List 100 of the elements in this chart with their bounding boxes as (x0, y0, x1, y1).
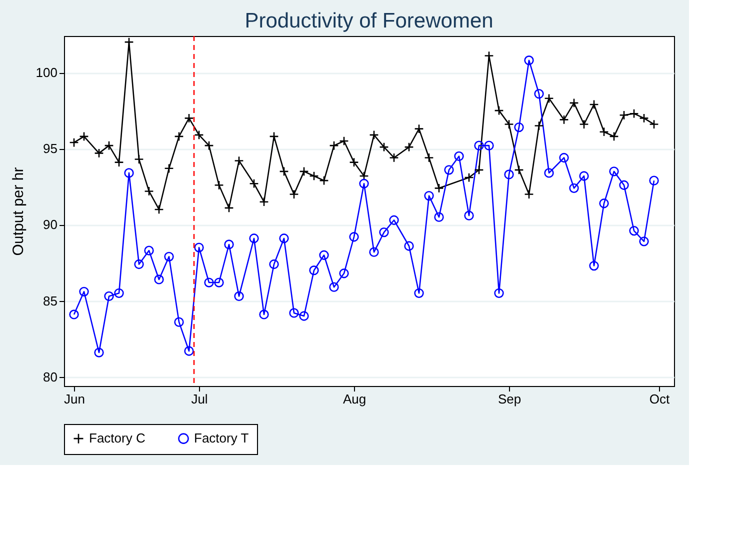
point (124, 168, 134, 178)
point (214, 180, 224, 190)
legend-label: Factory T (194, 430, 249, 446)
y-tick-label: 95 (43, 141, 58, 156)
point (639, 113, 649, 124)
point (249, 178, 259, 188)
point (104, 291, 114, 302)
point (134, 259, 144, 270)
point (349, 157, 359, 168)
point (619, 180, 629, 190)
point (514, 122, 524, 132)
point (524, 56, 534, 66)
point (389, 152, 399, 163)
point (279, 234, 289, 244)
point (309, 171, 319, 181)
y-tick-label: 85 (43, 293, 58, 308)
point (289, 189, 299, 200)
point (144, 246, 154, 256)
point (579, 171, 589, 181)
chart-title: Productivity of Forewomen (244, 9, 494, 32)
point (629, 108, 639, 118)
point (444, 165, 454, 175)
point (164, 252, 174, 262)
point (259, 197, 269, 207)
point (504, 119, 514, 130)
point (524, 189, 534, 200)
point (454, 151, 464, 162)
point (414, 124, 424, 134)
point (629, 226, 639, 236)
point (69, 310, 79, 320)
point (379, 227, 389, 238)
point (639, 236, 649, 246)
point (329, 140, 339, 150)
point (299, 311, 309, 321)
point (569, 183, 579, 193)
point (184, 346, 194, 356)
point (504, 170, 514, 180)
point (329, 282, 339, 292)
point (174, 317, 184, 327)
point (534, 89, 544, 99)
point (544, 94, 554, 104)
point (599, 198, 609, 208)
point (534, 120, 544, 131)
x-tick-label: Aug (342, 392, 366, 406)
point (94, 348, 104, 358)
point (494, 106, 504, 116)
y-axis-title: Output per hr (10, 167, 27, 256)
point (79, 286, 89, 296)
point (464, 172, 474, 182)
point (174, 132, 184, 142)
point (369, 130, 379, 140)
point (154, 204, 164, 214)
point (104, 140, 114, 150)
point (379, 142, 389, 152)
point (484, 50, 494, 61)
y-tick-label: 80 (43, 369, 58, 384)
point (464, 210, 474, 220)
point (319, 250, 329, 260)
x-tick-label: Sep (498, 392, 522, 406)
point (424, 152, 434, 163)
point (609, 132, 619, 142)
x-tick-label: Oct (649, 392, 670, 406)
point (544, 168, 554, 178)
point (424, 190, 434, 201)
point (434, 183, 444, 194)
point (649, 176, 659, 186)
point (124, 37, 134, 47)
point (224, 240, 234, 250)
point (234, 156, 244, 166)
point (414, 288, 424, 298)
point (569, 98, 579, 108)
point (214, 278, 224, 288)
y-tick-label: 90 (43, 217, 58, 232)
point (589, 100, 599, 110)
point (514, 165, 524, 175)
point (474, 140, 484, 150)
x-tick-label: Jun (64, 392, 85, 406)
point (484, 140, 494, 150)
point (69, 138, 79, 148)
point (389, 215, 399, 225)
point (599, 127, 609, 137)
point (79, 132, 89, 142)
point (434, 212, 444, 222)
point (289, 308, 299, 318)
point (269, 132, 279, 142)
point (94, 148, 104, 158)
point (299, 166, 309, 176)
point (154, 274, 164, 284)
point (224, 203, 234, 213)
point (279, 166, 289, 176)
point (349, 232, 359, 242)
point (194, 130, 204, 140)
point (144, 186, 154, 196)
point (619, 110, 629, 120)
point (609, 166, 619, 176)
point (559, 152, 569, 163)
point (579, 119, 589, 130)
point (494, 288, 504, 298)
point (134, 154, 144, 164)
point (234, 291, 244, 302)
